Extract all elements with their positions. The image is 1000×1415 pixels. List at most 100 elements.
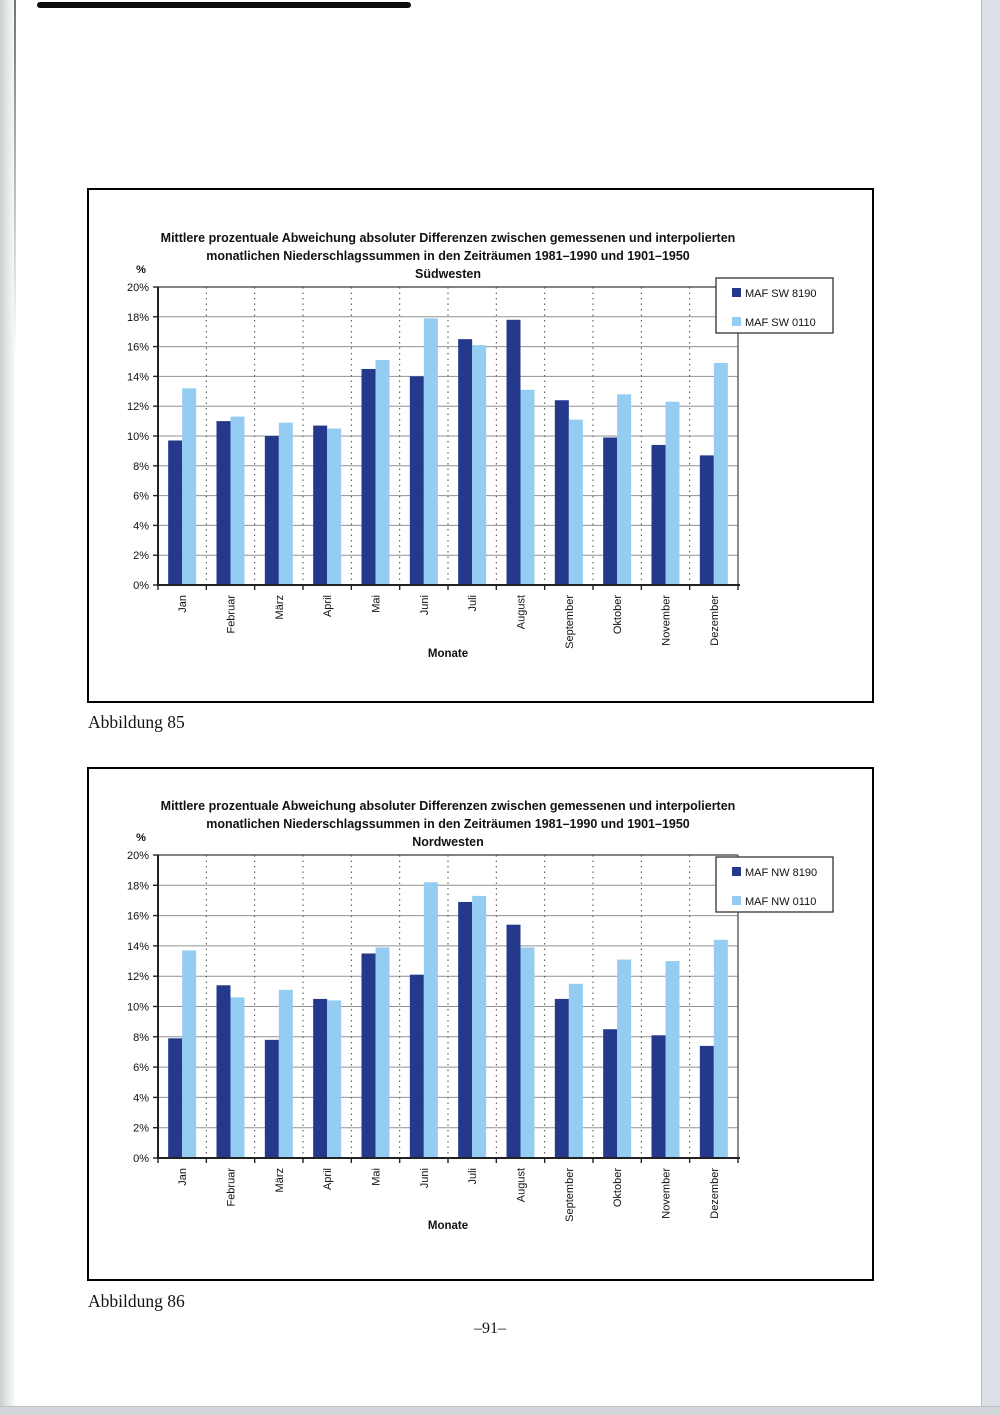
chart-title-line1: Mittlere prozentuale Abweichung absolute… [161, 231, 736, 245]
scan-left-edge-line [14, 0, 16, 350]
bar-maf-sw-8190-m-rz [264, 436, 279, 585]
legend-swatch-maf-sw-8190 [732, 288, 741, 297]
y-tick-label: 6% [133, 1062, 149, 1074]
legend-swatch-maf-nw-0110 [732, 896, 741, 905]
x-axis-title: Monate [428, 648, 468, 660]
bar-maf-sw-8190-august [506, 319, 521, 585]
bar-maf-nw-8190-m-rz [264, 1039, 279, 1158]
x-category-label: Mai [371, 595, 383, 613]
x-category-label: Februar [226, 1168, 238, 1207]
legend-label-maf-nw-8190: MAF NW 8190 [745, 867, 817, 879]
bar-maf-sw-8190-juli [458, 339, 473, 585]
x-category-label: Dezember [709, 595, 721, 646]
y-tick-label: 4% [133, 1092, 149, 1104]
x-category-label: Jan [177, 1168, 189, 1186]
bar-maf-sw-0110-juli [472, 345, 487, 585]
bar-maf-sw-8190-februar [216, 421, 231, 585]
bar-maf-sw-8190-dezember [699, 455, 714, 585]
y-tick-label: 20% [127, 850, 149, 862]
y-axis-unit-label: % [136, 264, 146, 276]
bar-maf-sw-0110-juni [423, 318, 438, 585]
bar-maf-sw-8190-september [554, 400, 569, 585]
bar-maf-sw-0110-mai [375, 360, 390, 585]
bar-maf-sw-8190-mai [361, 368, 376, 585]
bar-maf-nw-0110-mai [375, 947, 390, 1158]
x-category-label: Februar [226, 595, 238, 634]
chart-subtitle: Nordwesten [412, 835, 484, 849]
figure-85-frame: Mittlere prozentuale Abweichung absolute… [87, 188, 874, 703]
scan-right-edge [981, 0, 1000, 1414]
y-tick-label: 10% [127, 1002, 149, 1014]
y-tick-label: 12% [127, 401, 149, 413]
bar-maf-nw-0110-august [520, 947, 535, 1158]
y-axis-unit-label: % [136, 832, 146, 844]
scan-left-edge [0, 0, 15, 1414]
chart-title-line1: Mittlere prozentuale Abweichung absolute… [161, 799, 736, 813]
chart-subtitle: Südwesten [415, 267, 481, 281]
bar-maf-sw-0110-jan [182, 388, 197, 585]
bar-maf-sw-8190-november [651, 444, 666, 585]
bar-maf-nw-8190-februar [216, 985, 231, 1158]
bar-maf-sw-8190-april [313, 425, 328, 585]
x-category-label: Juli [467, 595, 479, 612]
x-category-label: Dezember [709, 1168, 721, 1219]
x-category-label: Oktober [612, 1168, 624, 1207]
bar-maf-nw-8190-mai [361, 953, 376, 1158]
bar-maf-nw-0110-februar [230, 997, 245, 1158]
bar-maf-nw-0110-november [665, 961, 680, 1158]
bar-maf-sw-8190-jan [168, 440, 183, 585]
y-tick-label: 8% [133, 1032, 149, 1044]
legend-label-maf-sw-8190: MAF SW 8190 [745, 288, 817, 300]
figure-86-caption: Abbildung 86 [88, 1291, 185, 1311]
y-tick-label: 6% [133, 491, 149, 503]
bar-maf-nw-0110-juli [472, 895, 487, 1158]
bar-maf-nw-0110-oktober [617, 959, 632, 1158]
y-tick-label: 8% [133, 461, 149, 473]
legend-swatch-maf-nw-8190 [732, 867, 741, 876]
x-category-label: Juli [467, 1168, 479, 1185]
scan-artifact-line [37, 2, 411, 8]
y-tick-label: 12% [127, 971, 149, 983]
x-category-label: November [661, 595, 673, 646]
y-tick-label: 2% [133, 1123, 149, 1135]
y-tick-label: 20% [127, 282, 149, 294]
y-tick-label: 18% [127, 880, 149, 892]
x-category-label: September [564, 595, 576, 649]
y-tick-label: 14% [127, 941, 149, 953]
bar-maf-nw-8190-juni [409, 974, 424, 1158]
y-tick-label: 16% [127, 342, 149, 354]
bar-maf-sw-8190-oktober [603, 437, 618, 585]
bar-maf-sw-0110-m-rz [278, 422, 293, 585]
bar-chart-nordwesten: Mittlere prozentuale Abweichung absolute… [127, 799, 834, 1232]
x-category-label: März [274, 1168, 286, 1192]
bar-maf-nw-8190-november [651, 1035, 666, 1158]
figure-86-frame: Mittlere prozentuale Abweichung absolute… [87, 767, 874, 1281]
bar-maf-sw-0110-november [665, 401, 680, 585]
legend-label-maf-sw-0110: MAF SW 0110 [745, 317, 816, 329]
page-number: –91– [474, 1320, 506, 1337]
y-tick-label: 10% [127, 431, 149, 443]
scan-bottom-edge [0, 1406, 1000, 1415]
chart-title-line2: monatlichen Niederschlagssummen in den Z… [206, 249, 690, 263]
bar-maf-sw-0110-september [568, 419, 583, 585]
bar-maf-sw-0110-april [327, 428, 342, 585]
x-category-label: März [274, 595, 286, 619]
bar-maf-sw-0110-februar [230, 416, 245, 585]
figure-85-caption: Abbildung 85 [88, 712, 185, 732]
bar-maf-sw-0110-dezember [713, 362, 728, 585]
y-tick-label: 4% [133, 520, 149, 532]
bar-maf-nw-0110-m-rz [278, 989, 293, 1158]
x-category-label: April [322, 1168, 334, 1190]
x-category-label: August [516, 1168, 528, 1202]
bar-maf-nw-0110-dezember [713, 939, 728, 1158]
y-tick-label: 16% [127, 911, 149, 923]
bar-maf-sw-8190-juni [409, 376, 424, 585]
x-category-label: September [564, 1168, 576, 1222]
x-axis-title: Monate [428, 1220, 468, 1232]
bar-maf-nw-8190-oktober [603, 1029, 618, 1158]
x-category-label: August [516, 595, 528, 629]
bar-maf-nw-0110-jan [182, 950, 197, 1158]
bar-maf-nw-0110-april [327, 1000, 342, 1158]
x-category-label: November [661, 1168, 673, 1219]
